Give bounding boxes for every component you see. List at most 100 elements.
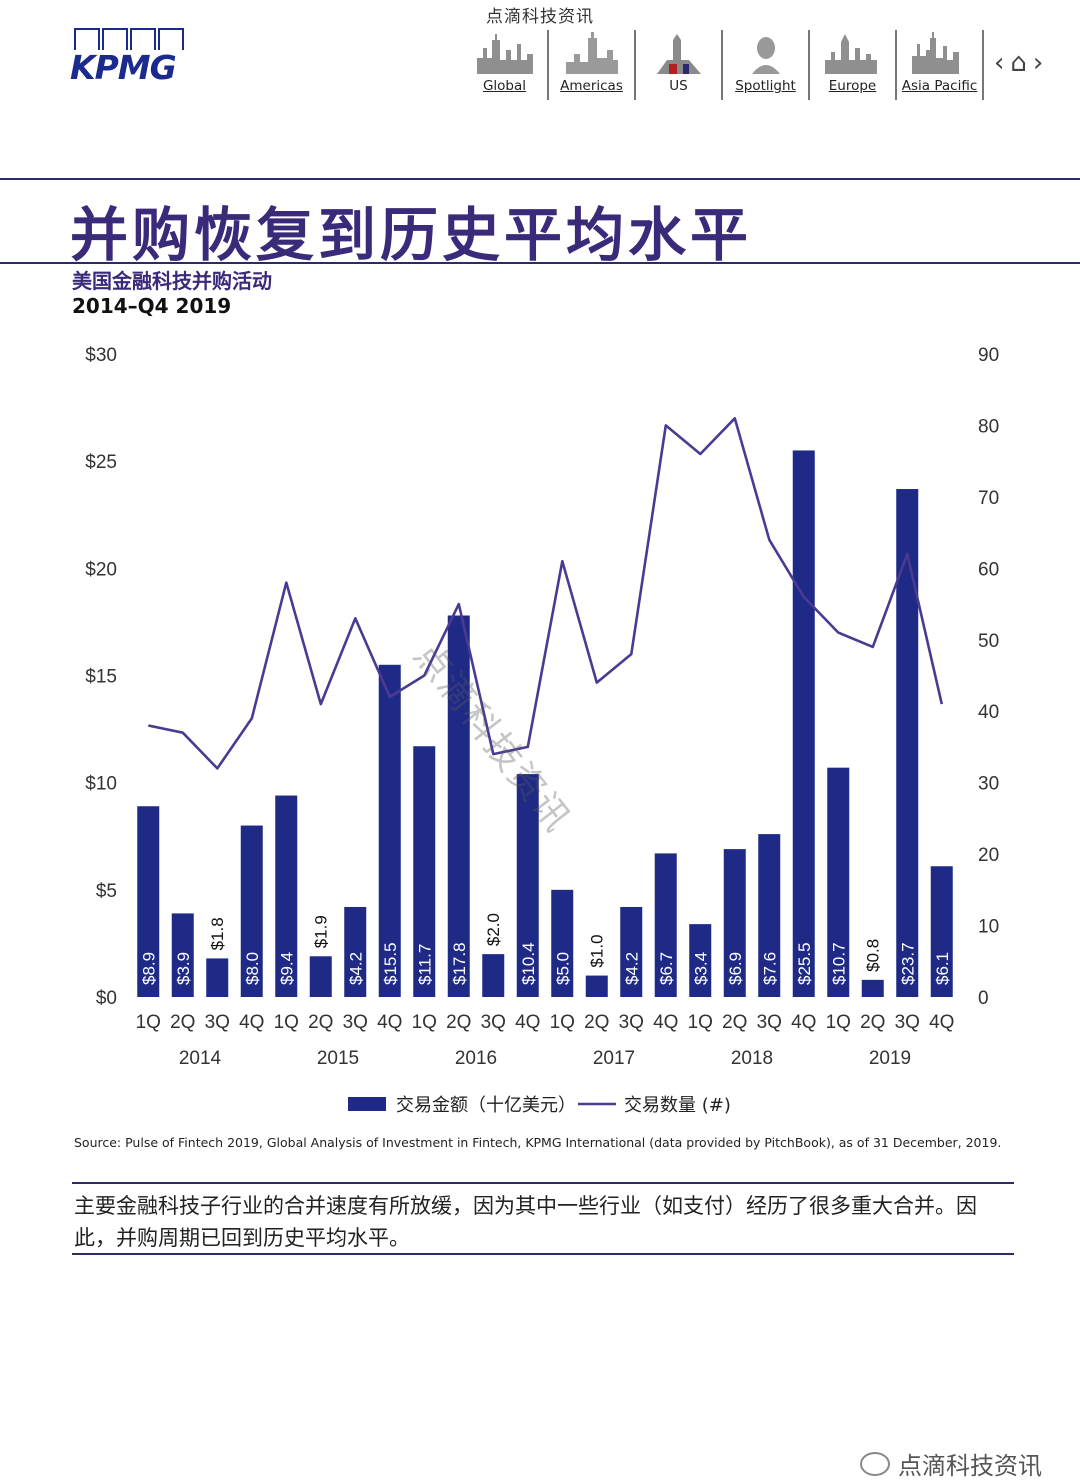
bar-data-label: $3.9: [174, 952, 193, 985]
bar: [309, 956, 332, 997]
x-tick-label: 4Q: [377, 1012, 402, 1033]
bar-data-label: $4.2: [346, 952, 365, 985]
bottom-watermark: 点滴科技资讯: [860, 1446, 1042, 1481]
bar-data-label: $7.6: [760, 952, 779, 985]
bar-data-label: $1.8: [208, 917, 227, 950]
top-watermark: 点滴科技资讯: [486, 7, 594, 27]
desc-bottom-rule: [72, 1253, 1014, 1255]
y-left-tick-label: $5: [96, 881, 117, 902]
bar-data-label: $10.7: [829, 942, 848, 985]
home-icon[interactable]: ⌂: [1010, 48, 1027, 78]
nav-spotlight[interactable]: Spotlight: [723, 30, 810, 100]
bar: [723, 849, 746, 997]
legend-line-label: 交易数量 (#): [624, 1095, 731, 1116]
bar: [861, 979, 884, 997]
bar: [689, 924, 712, 997]
bar: [930, 866, 953, 997]
nav-asia-pacific[interactable]: Asia Pacific: [897, 30, 984, 100]
bar-data-label: $6.7: [657, 952, 676, 985]
year-label: 2019: [869, 1048, 911, 1069]
bar: [413, 746, 436, 997]
kpmg-logo[interactable]: KPMG: [70, 28, 195, 87]
bar: [137, 806, 160, 997]
bottom-watermark-text: 点滴科技资讯: [898, 1452, 1042, 1480]
x-tick-label: 3Q: [343, 1012, 368, 1033]
nav-label: Global: [482, 78, 527, 94]
header-rule: [0, 178, 1080, 180]
year-label: 2015: [317, 1048, 359, 1069]
x-tick-label: 2Q: [722, 1012, 747, 1033]
x-tick-label: 1Q: [412, 1012, 437, 1033]
bar: [447, 615, 470, 997]
chart-subtitle: 美国金融科技并购活动: [72, 269, 272, 293]
y-right-tick-label: 40: [978, 702, 999, 723]
bar-data-label: $1.0: [588, 934, 607, 967]
y-right-tick-label: 70: [978, 488, 999, 509]
x-tick-label: 4Q: [653, 1012, 678, 1033]
ma-activity-chart: $0 $5 $10 $15 $20 $25 $30 0 10 20 30 40 50 60 70 80 90 $8…: [85, 345, 999, 1116]
bar: [240, 825, 263, 997]
bar-data-label: $25.5: [795, 942, 814, 985]
x-tick-label: 4Q: [929, 1012, 954, 1033]
y-right-tick-label: 60: [978, 559, 999, 580]
x-tick-label: 3Q: [619, 1012, 644, 1033]
desc-top-rule: [72, 1182, 1014, 1184]
bar-data-label: $9.4: [277, 952, 296, 985]
legend-bar-label: 交易金额（十亿美元）: [396, 1095, 576, 1116]
bar: [758, 834, 781, 997]
source-note: Source: Pulse of Fintech 2019, Global An…: [74, 1135, 1002, 1150]
nav-controls: ‹ ⌂ ›: [994, 50, 1043, 76]
x-tick-label: 3Q: [205, 1012, 230, 1033]
x-tick-label: 2Q: [446, 1012, 471, 1033]
chevron-left-icon[interactable]: ‹: [994, 48, 1005, 78]
bar: [792, 450, 815, 997]
bar: [516, 774, 539, 997]
bar: [275, 795, 298, 997]
nav-label: Americas: [560, 78, 623, 94]
x-tick-label: 2Q: [170, 1012, 195, 1033]
y-left-tick-label: $10: [85, 774, 117, 795]
bar: [171, 913, 194, 997]
chevron-right-icon[interactable]: ›: [1032, 48, 1044, 78]
nav-global[interactable]: Global: [462, 30, 549, 100]
year-label: 2014: [179, 1048, 222, 1069]
y-left-tick-label: $15: [85, 667, 117, 688]
skyline-icon: [824, 34, 877, 74]
bar: [585, 975, 608, 997]
bar-data-label: $8.9: [139, 952, 158, 985]
bar: [896, 489, 919, 997]
y-left-tick-label: $20: [85, 559, 117, 580]
x-tick-label: 1Q: [550, 1012, 575, 1033]
year-label: 2016: [455, 1048, 497, 1069]
bar-data-label: $17.8: [450, 942, 469, 985]
x-tick-label: 2Q: [584, 1012, 609, 1033]
nav-americas[interactable]: Americas: [549, 30, 636, 100]
bar-data-label: $8.0: [243, 952, 262, 985]
bar-data-label: $1.9: [312, 915, 331, 948]
nav-us[interactable]: US: [636, 30, 723, 100]
y-right-tick-label: 30: [978, 774, 999, 795]
bar: [654, 853, 677, 997]
bar: [482, 954, 505, 997]
bar-data-label: $4.2: [622, 952, 641, 985]
nav-label: Spotlight: [735, 78, 796, 94]
y-right-tick-label: 20: [978, 845, 999, 866]
bar-data-label: $10.4: [519, 942, 538, 985]
x-tick-label: 4Q: [515, 1012, 540, 1033]
x-tick-label: 3Q: [481, 1012, 506, 1033]
x-tick-label: 3Q: [895, 1012, 920, 1033]
x-tick-label: 2Q: [860, 1012, 885, 1033]
region-nav: Global Americas US Spotlight Europe Asia…: [462, 30, 1043, 100]
y-right-tick-label: 50: [978, 631, 999, 652]
logo-boxes: [74, 28, 184, 50]
x-tick-label: 1Q: [274, 1012, 299, 1033]
nav-europe[interactable]: Europe: [810, 30, 897, 100]
bar: [620, 906, 643, 997]
skyline-icon: [476, 34, 533, 74]
y-left-tick-label: $0: [96, 988, 117, 1009]
description-text: 主要金融科技子行业的合并速度有所放缓，因为其中一些行业（如支付）经历了很多重大合…: [74, 1194, 977, 1250]
nav-label: Asia Pacific: [901, 78, 978, 94]
skyline-icon: [911, 32, 959, 74]
bar: [827, 767, 850, 997]
bar-data-label: $0.8: [864, 939, 883, 972]
